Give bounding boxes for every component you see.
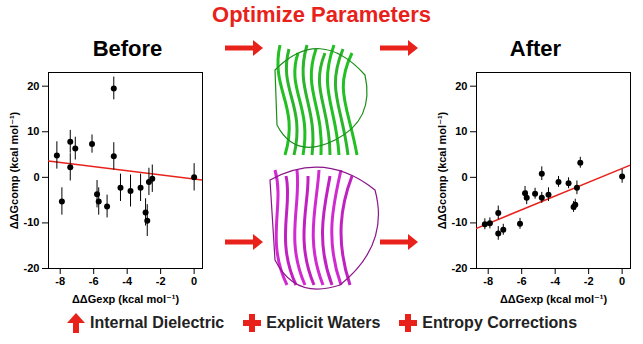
svg-text:-4: -4	[550, 275, 561, 287]
svg-text:0: 0	[33, 171, 39, 183]
html-text:Internal Dielectric: Internal Dielectric	[90, 314, 225, 331]
svg-text:20: 20	[455, 80, 467, 92]
svg-text:-4: -4	[122, 275, 133, 287]
html-text:After: After	[509, 36, 562, 61]
svg-text:-2: -2	[584, 275, 594, 287]
svg-text:ΔΔGcomp (kcal mol⁻¹): ΔΔGcomp (kcal mol⁻¹)	[8, 111, 20, 229]
svg-text:0: 0	[619, 275, 625, 287]
svg-text:0: 0	[461, 171, 467, 183]
html-text:Entropy Corrections: Entropy Corrections	[422, 314, 577, 331]
html-text:Before: Before	[92, 36, 163, 61]
html-text:Optimize Parameters: Optimize Parameters	[212, 2, 431, 27]
svg-text:10: 10	[27, 125, 39, 137]
svg-text:ΔΔGexp (kcal mol⁻¹): ΔΔGexp (kcal mol⁻¹)	[72, 293, 180, 305]
html-text:Explicit Waters: Explicit Waters	[266, 314, 381, 331]
svg-text:-6: -6	[517, 275, 527, 287]
svg-text:-8: -8	[483, 275, 493, 287]
svg-text:-6: -6	[89, 275, 99, 287]
svg-text:0: 0	[191, 275, 197, 287]
svg-text:-2: -2	[156, 275, 166, 287]
svg-text:-20: -20	[24, 262, 40, 274]
svg-text:ΔΔGcomp (kcal mol⁻¹): ΔΔGcomp (kcal mol⁻¹)	[436, 111, 448, 229]
svg-text:-10: -10	[24, 216, 40, 228]
svg-text:-20: -20	[452, 262, 468, 274]
svg-text:10: 10	[455, 125, 467, 137]
svg-text:-8: -8	[55, 275, 65, 287]
svg-text:-10: -10	[452, 216, 468, 228]
svg-text:ΔΔGexp (kcal mol⁻¹): ΔΔGexp (kcal mol⁻¹)	[500, 293, 608, 305]
svg-text:20: 20	[27, 80, 39, 92]
